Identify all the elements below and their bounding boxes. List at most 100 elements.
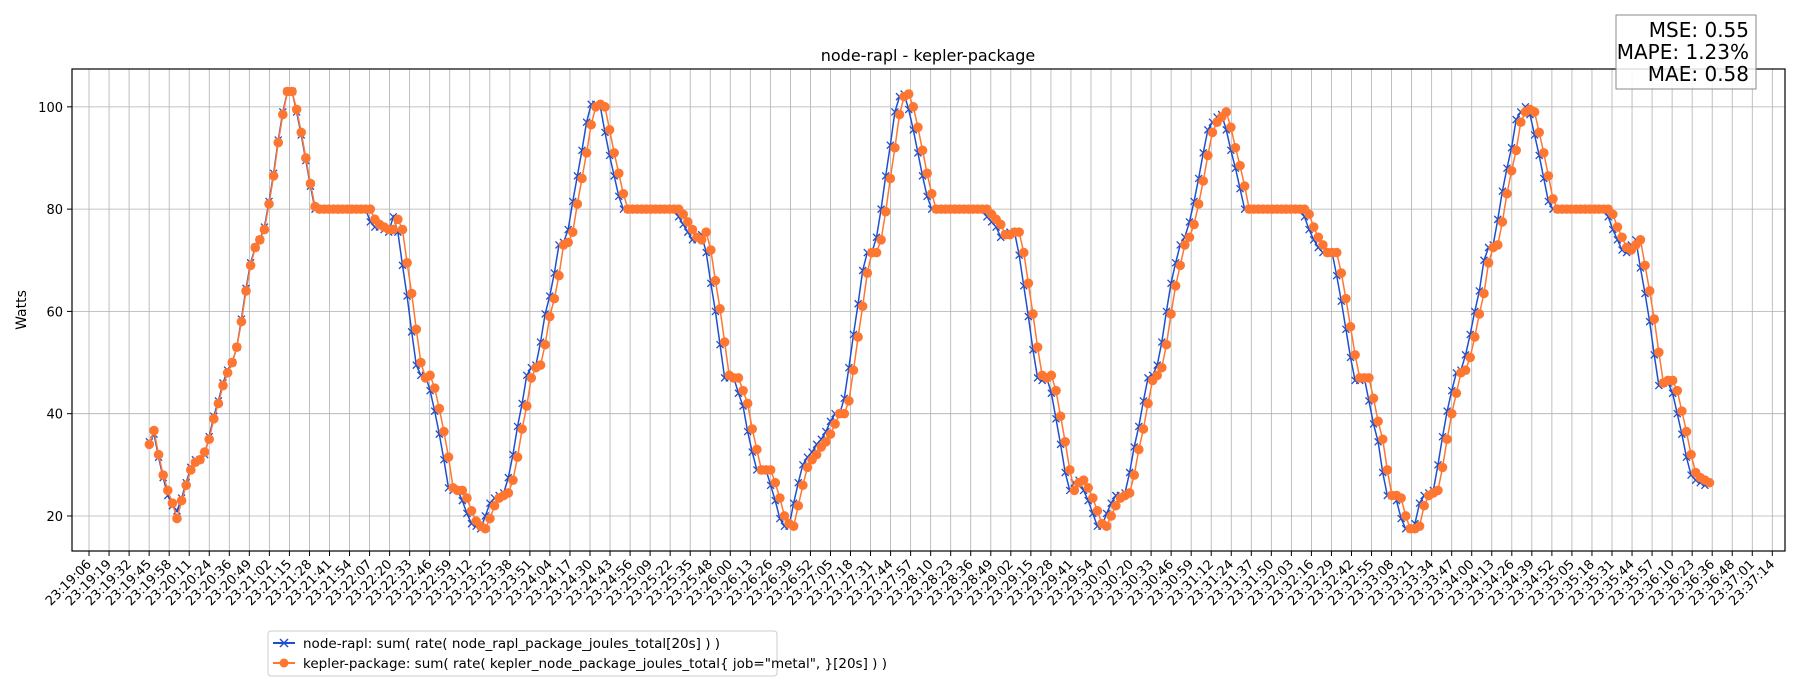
data-point: [1221, 107, 1232, 117]
data-point: [779, 511, 790, 521]
data-point: [862, 268, 873, 278]
data-point: [1617, 232, 1627, 243]
data-point: [775, 493, 785, 503]
data-point: [241, 286, 251, 296]
y-tick-label: 100: [38, 101, 63, 116]
data-point: [512, 452, 523, 462]
y-tick-label: 80: [46, 203, 63, 218]
data-point: [1497, 217, 1508, 227]
data-point: [572, 199, 583, 209]
data-point: [922, 168, 932, 179]
data-point: [733, 373, 744, 383]
data-point: [1143, 398, 1153, 409]
y-tick-label: 60: [46, 305, 63, 320]
data-point: [1644, 286, 1655, 296]
data-point: [811, 449, 822, 460]
data-point: [825, 429, 836, 439]
data-point: [1207, 127, 1218, 138]
data-point: [402, 258, 412, 268]
data-point: [926, 188, 937, 199]
data-point: [236, 316, 247, 327]
data-point: [429, 383, 440, 393]
data-point: [439, 426, 449, 437]
data-point: [1226, 122, 1236, 133]
data-point: [687, 224, 698, 235]
data-point: [208, 414, 219, 424]
data-point: [1704, 477, 1715, 488]
y-axis-label: Watts: [14, 290, 30, 330]
data-point: [613, 168, 624, 179]
data-point: [1654, 347, 1664, 358]
data-point: [715, 304, 725, 314]
data-point: [894, 109, 905, 120]
data-point: [747, 424, 758, 434]
data-point: [305, 178, 316, 189]
data-point: [406, 288, 417, 299]
data-point: [853, 332, 863, 342]
data-point: [1640, 260, 1650, 271]
data-point: [1032, 342, 1043, 353]
data-point: [268, 171, 279, 181]
data-point: [443, 452, 454, 462]
data-point: [678, 209, 689, 220]
data-point: [567, 227, 578, 237]
stats-box: MSE: 0.55 MAPE: 1.23% MAE: 0.58: [1615, 14, 1757, 90]
data-point: [1184, 232, 1195, 243]
data-point: [848, 365, 859, 376]
data-point: [903, 89, 914, 99]
data-point: [1152, 370, 1163, 381]
data-point: [1451, 388, 1462, 399]
data-point: [213, 398, 224, 409]
data-point: [1506, 165, 1517, 176]
data-point: [885, 173, 896, 184]
data-point: [1023, 278, 1034, 289]
data-point: [908, 102, 919, 112]
data-point: [1129, 470, 1140, 480]
data-point: [604, 125, 615, 135]
data-point: [1078, 475, 1089, 485]
data-point: [1543, 171, 1554, 181]
data-point: [1341, 293, 1351, 304]
data-point: [227, 357, 238, 368]
data-point: [1313, 232, 1324, 243]
data-point: [1483, 258, 1494, 268]
data-point: [917, 145, 928, 156]
data-point: [1046, 370, 1057, 381]
data-point: [1345, 321, 1356, 332]
data-point: [876, 235, 886, 245]
y-axis: 20 40 60 80 100: [38, 101, 72, 525]
data-point: [416, 357, 426, 368]
data-point: [1437, 462, 1448, 473]
data-point: [770, 477, 781, 488]
data-point: [1087, 493, 1098, 503]
data-point: [913, 122, 923, 133]
data-point: [1446, 408, 1457, 419]
data-point: [1373, 416, 1383, 427]
data-point: [1166, 309, 1176, 319]
data-point: [1014, 227, 1024, 237]
data-point: [540, 339, 550, 350]
data-point: [1318, 240, 1328, 250]
data-point: [167, 498, 178, 508]
data-point: [526, 373, 537, 383]
data-point: [563, 237, 573, 248]
data-point: [1511, 145, 1521, 156]
data-point: [489, 500, 500, 511]
circle-marker-icon: [279, 658, 289, 668]
data-point: [1677, 406, 1687, 416]
data-point: [857, 301, 868, 312]
chart-title: node-rapl - kepler-package: [821, 46, 1036, 65]
data-point: [517, 424, 527, 434]
data-point: [1193, 199, 1204, 209]
data-point: [1161, 339, 1172, 350]
data-point: [581, 148, 592, 158]
data-point: [1534, 127, 1544, 138]
data-point: [609, 148, 619, 158]
data-point: [1400, 511, 1411, 521]
data-point: [218, 380, 228, 391]
data-point: [278, 109, 288, 120]
data-point: [1529, 107, 1540, 117]
data-point: [1092, 506, 1103, 516]
data-point: [1180, 240, 1190, 250]
